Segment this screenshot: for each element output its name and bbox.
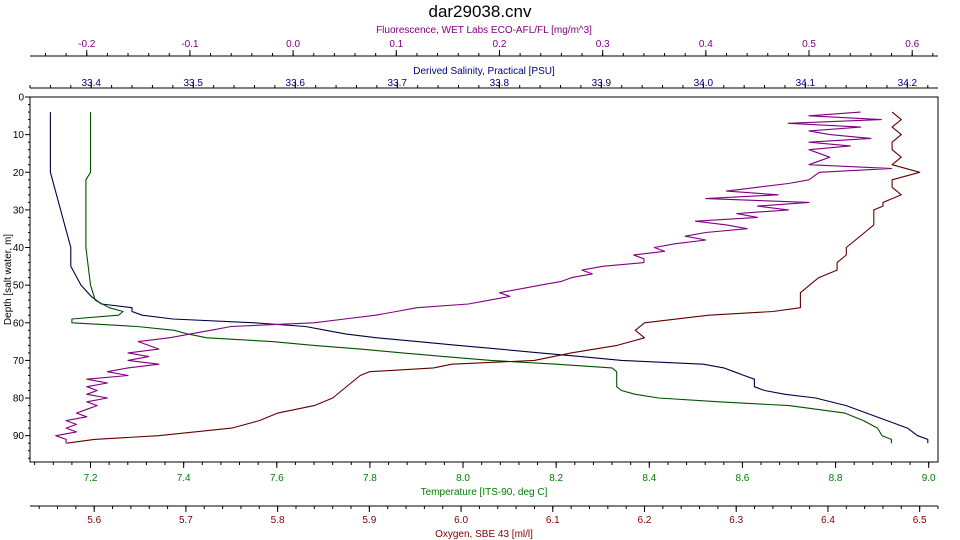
temperature-tick-label: 9.0 (922, 473, 936, 484)
oxygen-axis: 5.6 5.7 5.8 5.9 6.0 6.1 6.2 6.3 6.4 6.5 Oxygen, SB… (30, 505, 939, 540)
fluorescence-axis: -0.2 -0.1 0.0 0.1 0.2 0.3 0.4 0.5 0.6 Fluorescenc… (30, 25, 938, 57)
salinity-tick-label: 34.2 (898, 78, 918, 89)
oxygen-axis-label: Oxygen, SBE 43 [ml/l] (435, 529, 533, 540)
oxygen-tick-label: 6.0 (454, 515, 468, 526)
salinity-tick-label: 34.0 (694, 78, 714, 89)
oxygen-tick-label: 6.1 (546, 515, 560, 526)
salinity-tick-label: 33.9 (592, 78, 612, 89)
salinity-tick-label: 33.6 (286, 78, 306, 89)
fluorescence-tick-label: 0.2 (493, 39, 507, 50)
depth-tick-label: 20 (13, 168, 25, 179)
depth-tick-label: 90 (13, 431, 25, 442)
fluorescence-tick-label: -0.1 (181, 39, 199, 50)
salinity-tick-label: 33.7 (388, 78, 408, 89)
oxygen-tick-label: 6.4 (821, 515, 835, 526)
fluorescence-tick-label: 0.1 (389, 39, 403, 50)
depth-tick-label: 50 (13, 281, 25, 292)
salinity-axis-label: Derived Salinity, Practical [PSU] (413, 66, 555, 77)
plot-area-border (29, 96, 939, 463)
oxygen-tick-label: 5.7 (179, 515, 193, 526)
salinity-tick-label: 33.8 (490, 78, 510, 89)
depth-tick-label: 80 (13, 394, 25, 405)
oxygen-tick-label: 5.8 (271, 515, 285, 526)
oxygen-tick-label: 6.2 (638, 515, 652, 526)
oxygen-series-line (66, 111, 921, 444)
fluorescence-tick-label: 0.6 (905, 39, 919, 50)
temperature-tick-label: 7.4 (177, 473, 191, 484)
fluorescence-tick-label: 0.3 (596, 39, 610, 50)
temperature-tick-label: 7.6 (270, 473, 284, 484)
fluorescence-series-line (55, 111, 893, 444)
depth-tick-label: 60 (13, 318, 25, 329)
oxygen-tick-label: 6.5 (913, 515, 927, 526)
fluorescence-tick-label: 0.5 (802, 39, 816, 50)
salinity-series-line (49, 112, 929, 444)
fluorescence-tick-label: 0.4 (699, 39, 713, 50)
temperature-tick-label: 8.6 (735, 473, 749, 484)
temperature-tick-label: 8.2 (549, 473, 563, 484)
depth-tick-label: 10 (13, 130, 25, 141)
fluorescence-tick-label: 0.0 (286, 39, 300, 50)
temperature-tick-label: 7.2 (84, 473, 98, 484)
temperature-axis: 7.2 7.4 7.6 7.8 8.0 8.2 8.4 8.6 8.8 9.0 Temperatur… (30, 461, 938, 498)
temperature-axis-label: Temperature [ITS-90, deg C] (421, 487, 548, 498)
oxygen-tick-label: 6.3 (729, 515, 743, 526)
temperature-tick-label: 8.8 (829, 473, 843, 484)
depth-tick-label: 0 (18, 93, 24, 104)
oxygen-tick-label: 5.9 (362, 515, 376, 526)
salinity-tick-label: 33.5 (184, 78, 204, 89)
temperature-tick-label: 8.4 (642, 473, 656, 484)
fluorescence-tick-label: -0.2 (78, 39, 96, 50)
temperature-tick-label: 8.0 (456, 473, 470, 484)
salinity-tick-label: 33.4 (81, 78, 101, 89)
depth-tick-label: 40 (13, 243, 25, 254)
depth-axis: 0 10 20 30 40 50 60 70 80 90 Depth [salt water, m] (3, 93, 30, 459)
depth-tick-label: 70 (13, 356, 25, 367)
salinity-tick-label: 34.1 (796, 78, 816, 89)
salinity-axis: 33.4 33.5 33.6 33.7 33.8 33.9 34.0 34.1 34.2 Deri… (29, 66, 938, 89)
depth-axis-label: Depth [salt water, m] (3, 234, 14, 325)
fluorescence-axis-label: Fluorescence, WET Labs ECO-AFL/FL [mg/m^… (376, 25, 592, 36)
oxygen-tick-label: 5.6 (87, 515, 101, 526)
temperature-tick-label: 7.8 (363, 473, 377, 484)
temperature-series-line (71, 112, 892, 444)
depth-tick-label: 30 (13, 205, 25, 216)
chart-title: dar29038.cnv (428, 2, 532, 21)
